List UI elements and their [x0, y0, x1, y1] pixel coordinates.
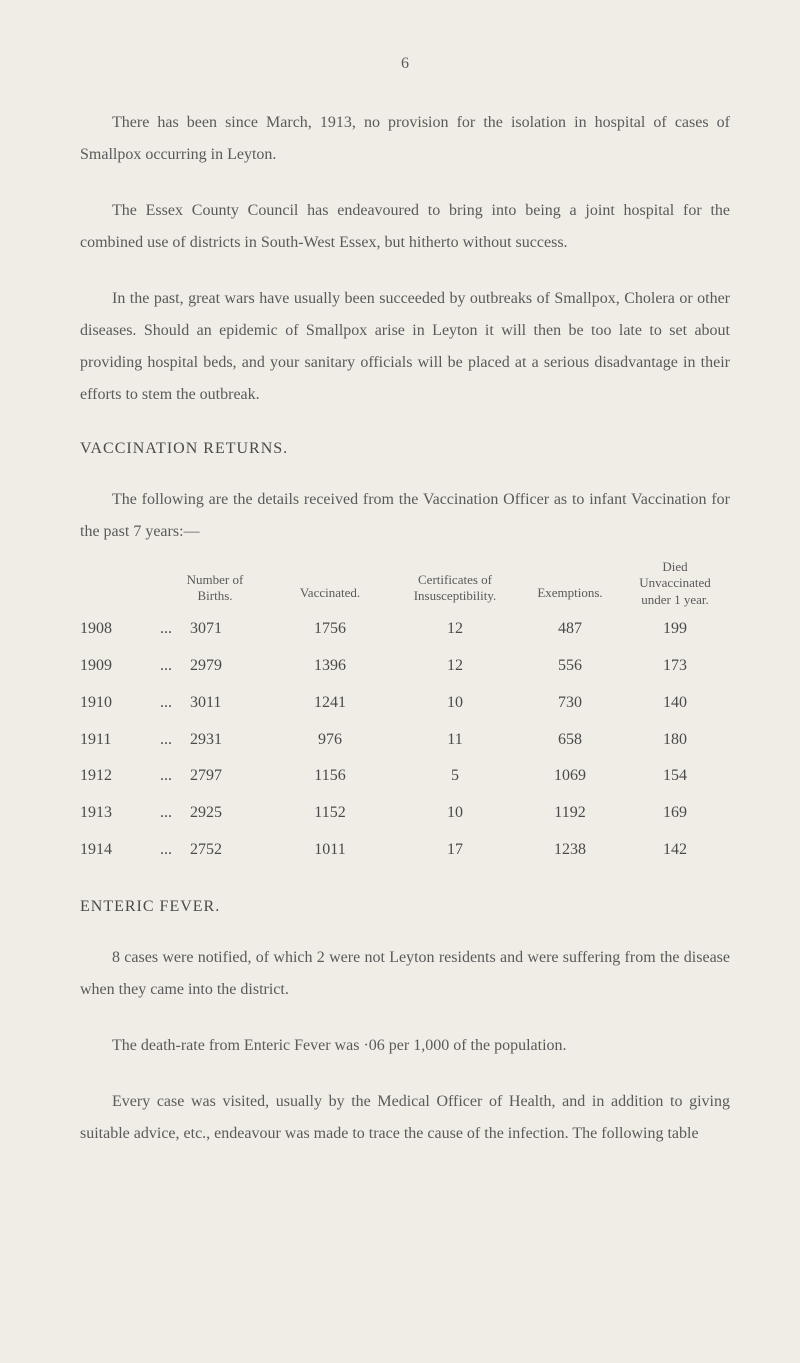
- cell-exempt: 1069: [520, 762, 620, 791]
- cell-died: 169: [620, 799, 730, 828]
- cell-dots: ...: [160, 762, 190, 791]
- table-header: Number of Births. Vaccinated. Certificat…: [80, 572, 730, 610]
- cell-cert: 17: [390, 836, 520, 865]
- cell-births: 2925: [190, 799, 270, 828]
- header-births-l2: Births.: [160, 588, 270, 605]
- paragraph-6: The death-rate from Enteric Fever was ·0…: [80, 1030, 730, 1062]
- cell-births: 2797: [190, 762, 270, 791]
- cell-died: 199: [620, 615, 730, 644]
- cell-exempt: 730: [520, 689, 620, 718]
- cell-births: 3011: [190, 689, 270, 718]
- paragraph-2: The Essex County Council has endeavoured…: [80, 195, 730, 259]
- cell-exempt: 1238: [520, 836, 620, 865]
- table-row: 1910 ... 3011 1241 10 730 140: [80, 689, 730, 718]
- cell-cert: 12: [390, 652, 520, 681]
- cell-vaccinated: 1156: [270, 762, 390, 791]
- cell-died: 180: [620, 726, 730, 755]
- cell-cert: 5: [390, 762, 520, 791]
- paragraph-5: 8 cases were notified, of which 2 were n…: [80, 942, 730, 1006]
- cell-cert: 10: [390, 799, 520, 828]
- cell-exempt: 487: [520, 615, 620, 644]
- header-cert-l2: Insusceptibility.: [390, 588, 520, 605]
- cell-dots: ...: [160, 726, 190, 755]
- cell-cert: 12: [390, 615, 520, 644]
- cell-year: 1912: [80, 762, 160, 791]
- cell-year: 1908: [80, 615, 160, 644]
- cell-died: 142: [620, 836, 730, 865]
- cell-dots: ...: [160, 836, 190, 865]
- header-died-l1: Died: [620, 559, 730, 576]
- cell-year: 1911: [80, 726, 160, 755]
- header-births-l1: Number of: [160, 572, 270, 589]
- page-number: 6: [80, 50, 730, 79]
- cell-births: 2931: [190, 726, 270, 755]
- cell-dots: ...: [160, 615, 190, 644]
- cell-year: 1909: [80, 652, 160, 681]
- cell-year: 1914: [80, 836, 160, 865]
- cell-vaccinated: 1152: [270, 799, 390, 828]
- cell-cert: 10: [390, 689, 520, 718]
- cell-vaccinated: 1396: [270, 652, 390, 681]
- cell-died: 154: [620, 762, 730, 791]
- cell-died: 173: [620, 652, 730, 681]
- cell-cert: 11: [390, 726, 520, 755]
- paragraph-3: In the past, great wars have usually bee…: [80, 283, 730, 411]
- heading-vaccination: VACCINATION RETURNS.: [80, 435, 730, 464]
- cell-exempt: 658: [520, 726, 620, 755]
- vaccination-table: Number of Births. Vaccinated. Certificat…: [80, 572, 730, 865]
- header-died-l3: under 1 year.: [620, 592, 730, 609]
- cell-births: 2752: [190, 836, 270, 865]
- table-row: 1909 ... 2979 1396 12 556 173: [80, 652, 730, 681]
- table-row: 1913 ... 2925 1152 10 1192 169: [80, 799, 730, 828]
- cell-vaccinated: 1241: [270, 689, 390, 718]
- cell-dots: ...: [160, 799, 190, 828]
- paragraph-1: There has been since March, 1913, no pro…: [80, 107, 730, 171]
- cell-dots: ...: [160, 689, 190, 718]
- cell-births: 3071: [190, 615, 270, 644]
- table-row: 1911 ... 2931 976 11 658 180: [80, 726, 730, 755]
- cell-died: 140: [620, 689, 730, 718]
- cell-vaccinated: 1756: [270, 615, 390, 644]
- cell-vaccinated: 976: [270, 726, 390, 755]
- header-vaccinated: Vaccinated.: [270, 585, 390, 602]
- table-row: 1908 ... 3071 1756 12 487 199: [80, 615, 730, 644]
- heading-enteric: ENTERIC FEVER.: [80, 893, 730, 922]
- paragraph-7: Every case was visited, usually by the M…: [80, 1086, 730, 1150]
- cell-births: 2979: [190, 652, 270, 681]
- cell-exempt: 1192: [520, 799, 620, 828]
- header-cert-l1: Certificates of: [390, 572, 520, 589]
- header-died-l2: Unvaccinated: [620, 575, 730, 592]
- table-row: 1912 ... 2797 1156 5 1069 154: [80, 762, 730, 791]
- cell-exempt: 556: [520, 652, 620, 681]
- cell-year: 1913: [80, 799, 160, 828]
- paragraph-4: The following are the details received f…: [80, 484, 730, 548]
- cell-vaccinated: 1011: [270, 836, 390, 865]
- table-row: 1914 ... 2752 1011 17 1238 142: [80, 836, 730, 865]
- header-exemptions: Exemptions.: [520, 585, 620, 602]
- cell-year: 1910: [80, 689, 160, 718]
- cell-dots: ...: [160, 652, 190, 681]
